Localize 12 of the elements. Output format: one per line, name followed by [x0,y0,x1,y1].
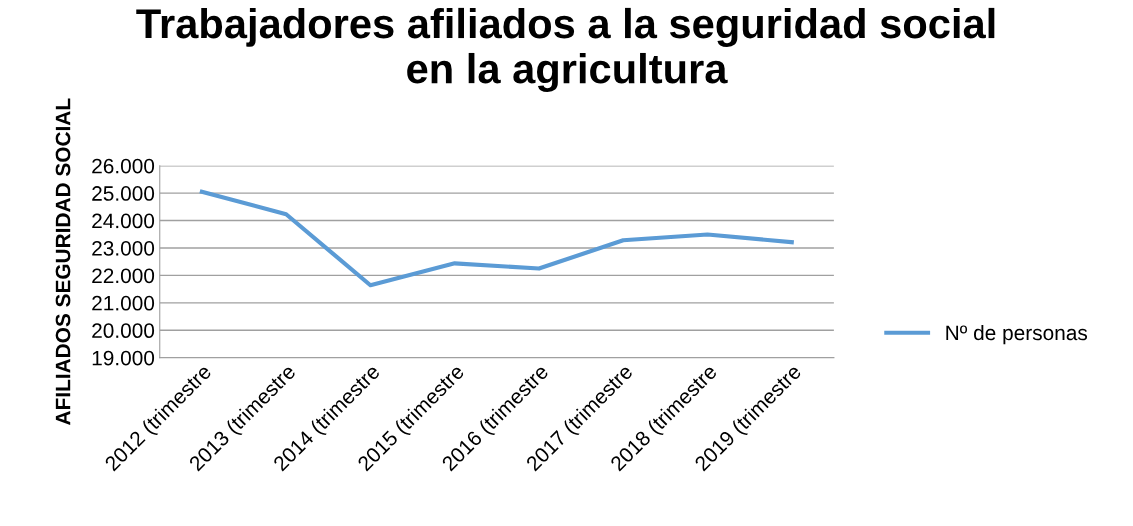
y-tick-label: 20.000 [92,323,155,339]
line-series [199,189,794,288]
y-tick-label: 26.000 [92,158,155,174]
y-axis-title: AFILIADOS SEGURIDAD SOCIAL [55,98,71,425]
y-tick-label: 22.000 [92,268,155,284]
y-tick-label: 24.000 [92,213,155,229]
y-tick-label: 21.000 [92,295,155,311]
y-tick-label: 23.000 [92,240,155,256]
legend-label: Nº de personas [946,324,1088,345]
y-tick-label: 19.000 [92,350,155,366]
y-tick-label: 25.000 [92,186,155,201]
chart-title: Trabajadores afiliados a la seguridad social en la agricultura [136,7,995,92]
